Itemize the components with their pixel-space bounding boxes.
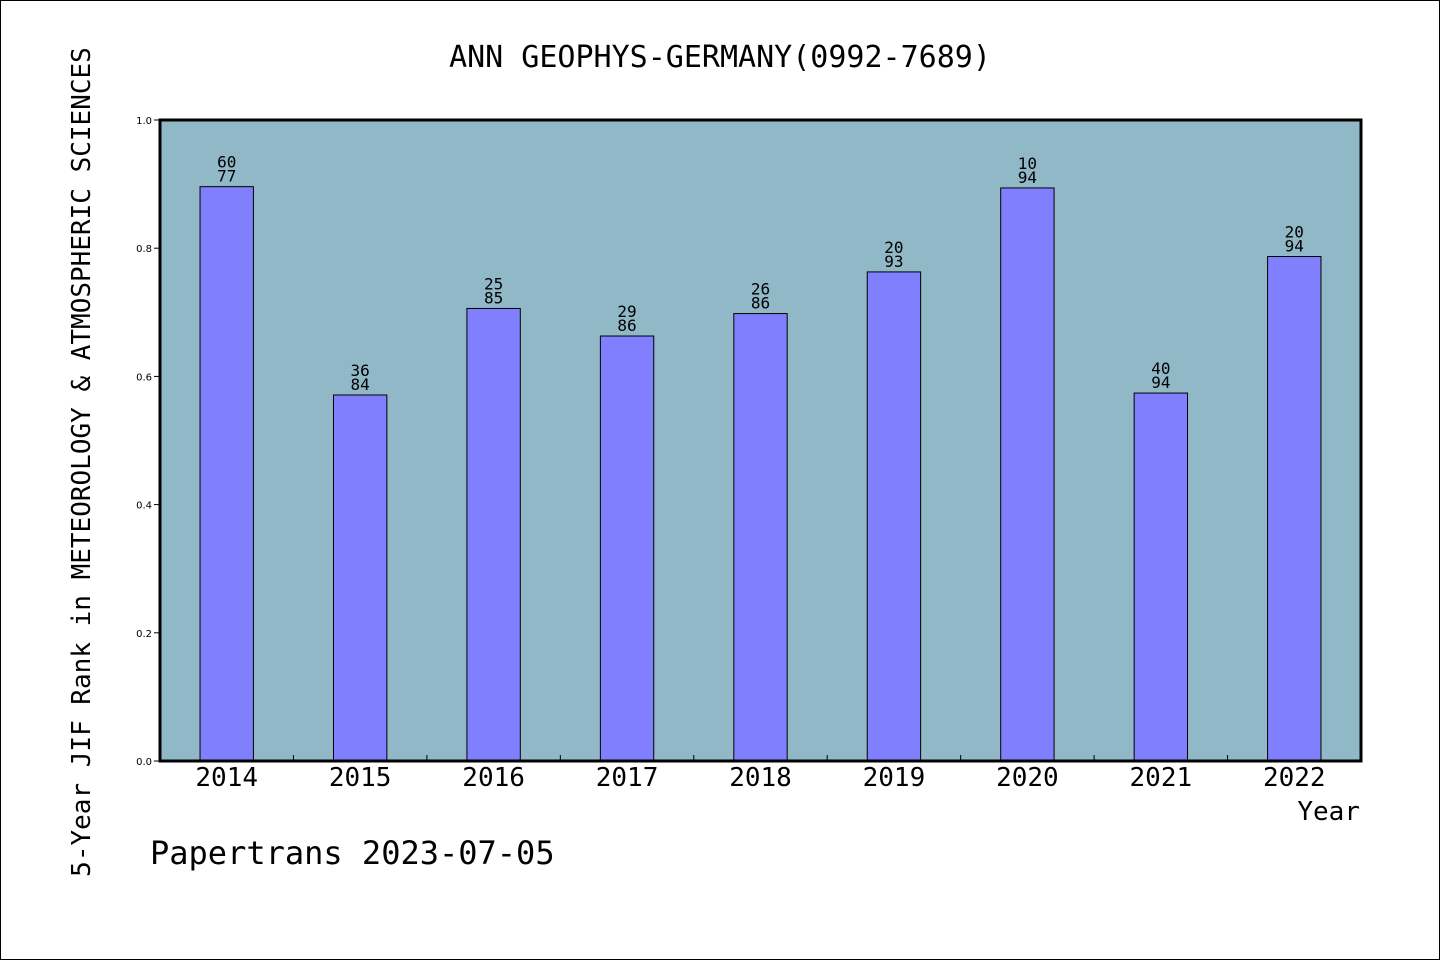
y-tick-label: 1.0 [136,116,152,127]
y-tick-label: 0.4 [136,501,152,512]
bar-2017 [599,335,655,762]
x-tick-label: 2017 [596,763,659,793]
bar-label-rank: 10 [1018,154,1037,173]
x-tick-label: 2019 [863,763,926,793]
x-tick-label: 2015 [329,763,392,793]
bar-label-rank: 20 [1285,223,1304,242]
bar-label-total: 86 [617,316,636,335]
x-tick-label: 2020 [996,763,1059,793]
bar-2019 [866,271,922,762]
y-tick-label: 0.6 [136,372,152,383]
bar-label-total: 93 [884,252,903,271]
bar-label-rank: 40 [1151,359,1170,378]
bar-label-rank: 26 [751,280,770,299]
x-tick-label: 2016 [462,763,525,793]
bar-label-rank: 29 [617,302,636,321]
bar-label-total: 94 [1151,373,1170,392]
bar-label-total: 94 [1018,168,1037,187]
x-axis-label: Year [1297,797,1360,827]
credit-footer: Papertrans 2023-07-05 [150,834,555,872]
x-tick-label: 2021 [1130,763,1193,793]
bar-2016 [466,307,521,762]
x-tick-label: 2014 [195,763,258,793]
bar-2022 [1267,256,1322,762]
bar-2020 [1000,187,1055,762]
x-tick-label: 2018 [729,763,792,793]
y-tick-label: 0.2 [136,629,152,640]
plot-border [158,118,1363,763]
bar-label-total: 77 [217,167,236,186]
x-ticks-group: 2014 2015 2016 2017 2018 2019 2020 2021 2022 [195,755,1326,793]
y-axis-label: 5-Year JIF Rank in METEOROLOGY & ATMOSPH… [67,47,97,877]
bar-2021 [1133,392,1189,762]
bar-label-total: 84 [351,375,370,394]
bar-2018 [733,313,788,762]
bar-2015 [332,394,388,762]
y-tick-label: 0.0 [136,757,152,768]
chart-title: ANN GEOPHYS-GERMANY(0992-7689) [449,40,991,75]
bar-label-rank: 36 [351,361,370,380]
bar-2014 [199,186,254,762]
bar-label-total: 86 [751,294,770,313]
bar-label-rank: 25 [484,274,503,293]
bar-label-total: 94 [1285,237,1304,256]
bar-label-rank: 60 [217,153,236,172]
y-ticks-group: 0.0 0.2 0.4 0.6 0.8 1.0 [136,116,160,768]
y-tick-label: 0.8 [136,244,152,255]
bars-group [199,186,1322,762]
bar-label-rank: 20 [884,238,903,257]
bar-label-total: 85 [484,288,503,307]
x-tick-label: 2022 [1263,763,1326,793]
